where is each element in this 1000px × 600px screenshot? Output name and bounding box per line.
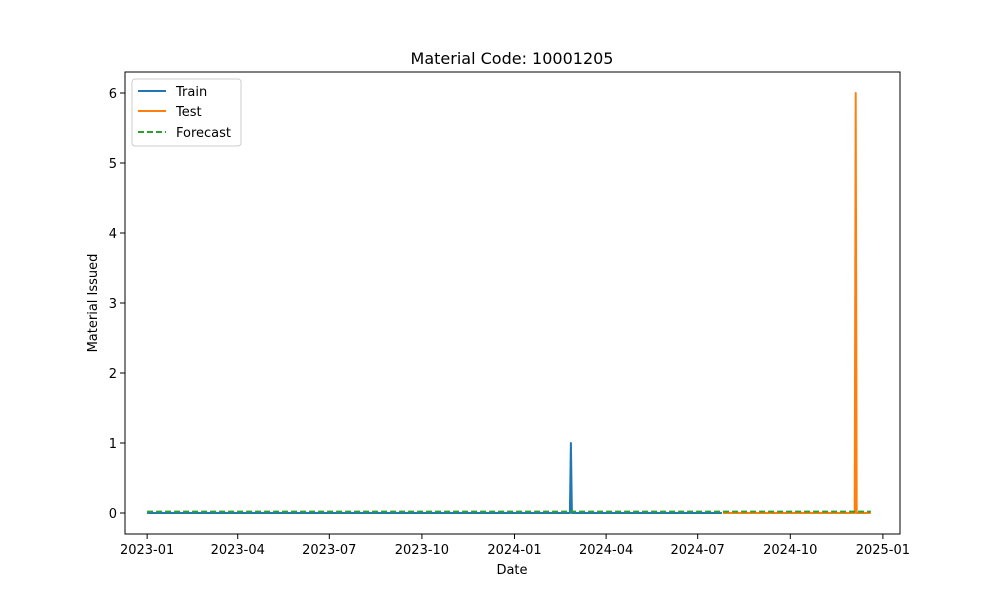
y-tick-label: 6	[109, 87, 117, 102]
y-axis: 0 1 2 3 4 5 6	[109, 87, 125, 522]
legend-label-test: Test	[175, 105, 202, 120]
x-tick-label: 2023-04	[211, 543, 265, 558]
y-tick-label: 2	[109, 367, 117, 382]
y-tick-label: 5	[109, 157, 117, 172]
series-line-train	[147, 442, 722, 514]
x-tick-label: 2024-10	[763, 543, 817, 558]
x-tick-label: 2023-07	[302, 543, 356, 558]
series-line-test	[722, 92, 871, 514]
legend-label-forecast: Forecast	[176, 126, 231, 141]
x-axis-label: Date	[496, 563, 527, 578]
x-tick-label: 2024-04	[579, 543, 633, 558]
y-tick-label: 0	[109, 507, 117, 522]
legend-box	[131, 78, 242, 147]
x-axis: 2023-01 2023-04 2023-07 2023-10 2024-01 2024-…	[120, 534, 910, 558]
series-layer	[147, 92, 871, 514]
legend-label-train: Train	[175, 85, 207, 100]
y-axis-label: Material Issued	[86, 254, 101, 353]
y-tick-label: 1	[109, 437, 117, 452]
y-tick-label: 4	[109, 227, 117, 242]
legend: Train Test Forecast	[131, 78, 242, 147]
x-tick-label: 2025-01	[856, 543, 910, 558]
chart-title: Material Code: 10001205	[411, 49, 614, 68]
x-tick-label: 2024-07	[671, 543, 725, 558]
x-tick-label: 2023-10	[395, 543, 449, 558]
x-tick-label: 2023-01	[120, 543, 174, 558]
x-tick-label: 2024-01	[487, 543, 541, 558]
y-tick-label: 3	[109, 297, 117, 312]
